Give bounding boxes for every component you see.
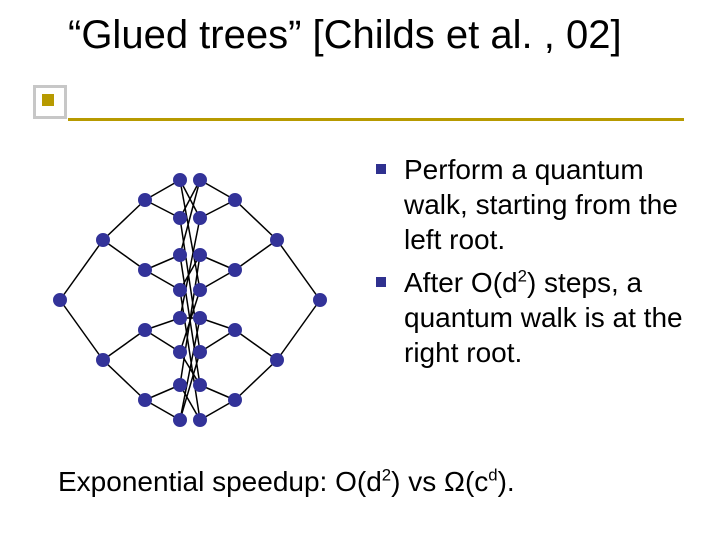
graph-edge bbox=[235, 330, 277, 360]
graph-edge bbox=[235, 240, 277, 270]
graph-node bbox=[139, 194, 152, 207]
title-underline bbox=[68, 118, 684, 121]
graph-node bbox=[54, 294, 67, 307]
graph-node bbox=[229, 264, 242, 277]
graph-edge bbox=[277, 300, 320, 360]
graph-node bbox=[97, 354, 110, 367]
graph-node bbox=[174, 379, 187, 392]
graph-node bbox=[174, 414, 187, 427]
graph-edge bbox=[103, 240, 145, 270]
title-accent-box bbox=[33, 85, 67, 119]
graph-node bbox=[229, 324, 242, 337]
glued-trees-graph bbox=[40, 160, 340, 440]
graph-node bbox=[194, 174, 207, 187]
slide: “Glued trees” [Childs et al. , 02] Perfo… bbox=[0, 0, 720, 540]
graph-node bbox=[174, 249, 187, 262]
slide-title: “Glued trees” [Childs et al. , 02] bbox=[68, 12, 668, 58]
graph-edge bbox=[103, 200, 145, 240]
bullet-list: Perform a quantum walk, starting from th… bbox=[360, 152, 700, 378]
graph-edge bbox=[235, 200, 277, 240]
bullet-item: After O(d2) steps, a quantum walk is at … bbox=[360, 265, 700, 370]
graph-node bbox=[139, 324, 152, 337]
graph-node bbox=[139, 264, 152, 277]
graph-node bbox=[139, 394, 152, 407]
graph-node bbox=[271, 234, 284, 247]
bullet-square-icon bbox=[376, 164, 386, 174]
graph-node bbox=[194, 414, 207, 427]
graph-node bbox=[194, 212, 207, 225]
graph-edge bbox=[60, 300, 103, 360]
graph-node bbox=[194, 346, 207, 359]
graph-node bbox=[174, 174, 187, 187]
footer-text: Exponential speedup: O(d2) vs Ω(cd). bbox=[58, 464, 698, 499]
graph-node bbox=[314, 294, 327, 307]
graph-node bbox=[174, 312, 187, 325]
graph-node bbox=[174, 212, 187, 225]
graph-node bbox=[229, 394, 242, 407]
graph-node bbox=[97, 234, 110, 247]
bullet-text: Perform a quantum walk, starting from th… bbox=[404, 154, 678, 255]
graph-edge bbox=[60, 240, 103, 300]
bullet-text: After O(d2) steps, a quantum walk is at … bbox=[404, 267, 683, 368]
graph-node bbox=[194, 379, 207, 392]
graph-edge bbox=[277, 240, 320, 300]
bullet-square-icon bbox=[376, 277, 386, 287]
graph-edge bbox=[103, 330, 145, 360]
graph-node bbox=[194, 284, 207, 297]
graph-node bbox=[271, 354, 284, 367]
graph-node bbox=[194, 312, 207, 325]
graph-node bbox=[194, 249, 207, 262]
graph-node bbox=[174, 284, 187, 297]
title-container: “Glued trees” [Childs et al. , 02] bbox=[68, 12, 668, 58]
graph-edge bbox=[235, 360, 277, 400]
bullet-item: Perform a quantum walk, starting from th… bbox=[360, 152, 700, 257]
graph-node bbox=[174, 346, 187, 359]
graph-edge bbox=[103, 360, 145, 400]
graph-node bbox=[229, 194, 242, 207]
